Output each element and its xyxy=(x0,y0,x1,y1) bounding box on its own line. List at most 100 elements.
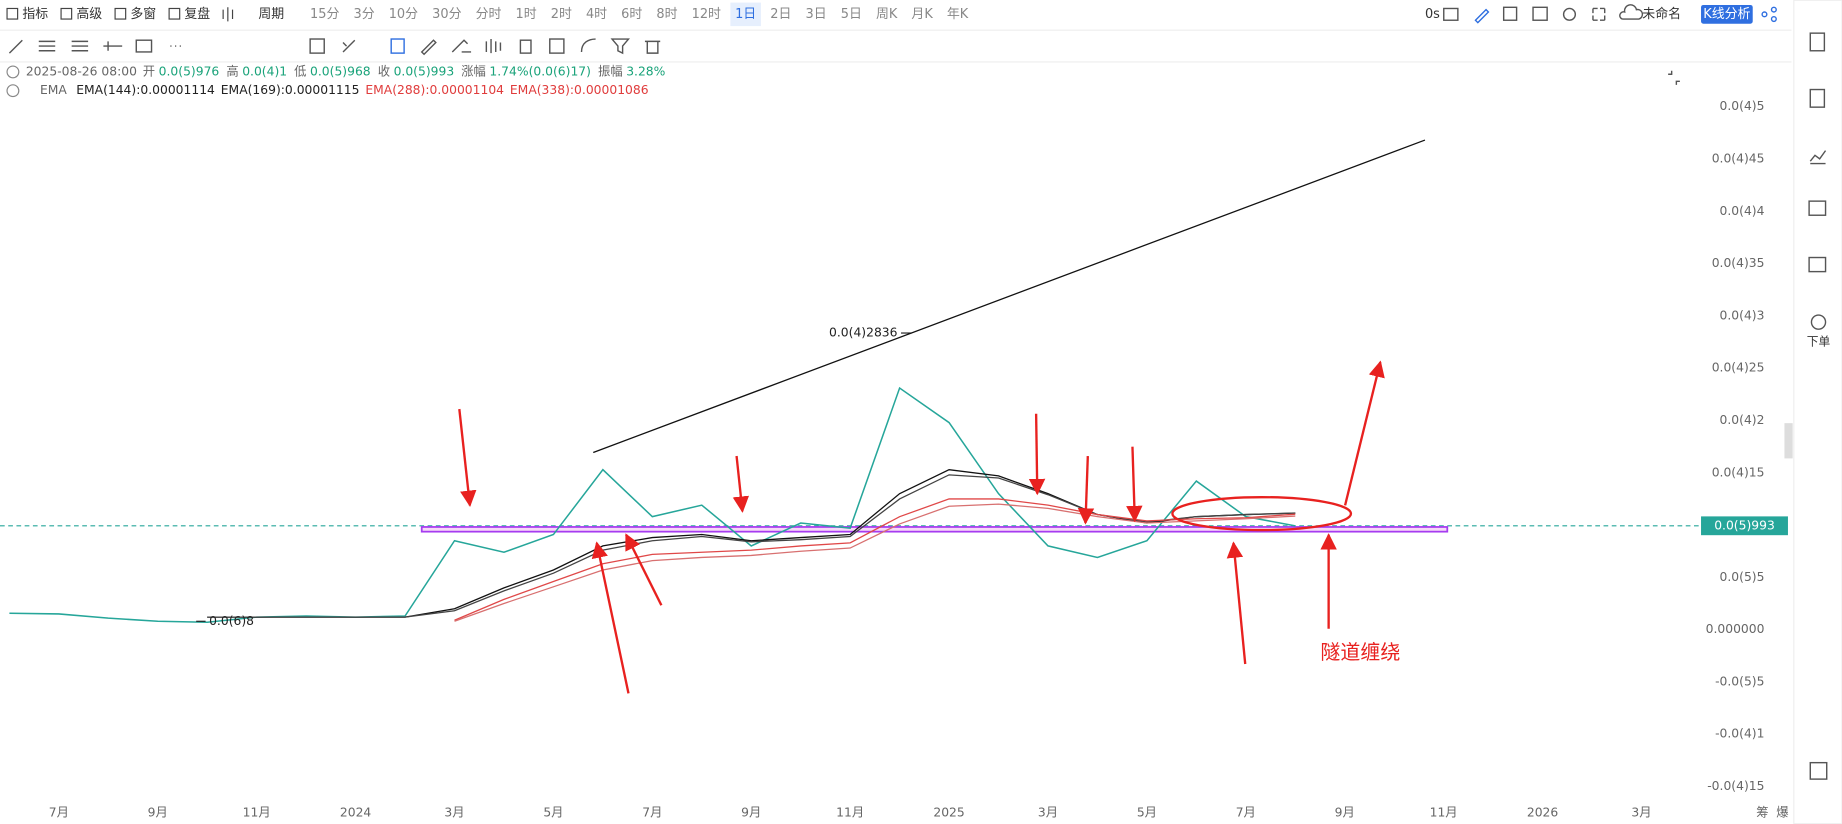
indicator-value: EMA(288):0.00001104 xyxy=(365,83,504,97)
x-tick-label: 3月 xyxy=(444,806,464,820)
interval[interactable]: 10分 xyxy=(389,7,418,22)
sidebar-icon[interactable] xyxy=(1809,150,1827,165)
red-arrow xyxy=(1028,413,1046,496)
x-tick-label: 7月 xyxy=(49,806,69,820)
tool-icon[interactable] xyxy=(342,39,356,53)
menu-item[interactable]: 指标 xyxy=(22,7,48,22)
tool-channel[interactable] xyxy=(38,40,56,52)
price-line xyxy=(9,386,1296,624)
menu-item[interactable]: 高级 xyxy=(76,6,102,22)
tool-icon[interactable] xyxy=(420,39,437,56)
interval[interactable]: 1时 xyxy=(516,7,537,22)
tool-rect[interactable] xyxy=(135,39,153,53)
sidebar-icon[interactable] xyxy=(1808,256,1827,273)
y-tick-label: 0.0(5)5 xyxy=(1720,570,1765,584)
tool-icon[interactable] xyxy=(644,40,661,54)
y-tick-label: 0.0(4)25 xyxy=(1712,361,1765,375)
collapse-icon[interactable] xyxy=(6,84,20,98)
x-tick-label: 2026 xyxy=(1527,806,1559,820)
tool-icon[interactable] xyxy=(390,38,405,54)
interval[interactable]: 年K xyxy=(947,7,969,22)
tool-icon[interactable] xyxy=(610,38,630,55)
interval[interactable]: 15分 xyxy=(310,7,339,22)
interval[interactable]: 3分 xyxy=(353,7,374,22)
menu-icon[interactable] xyxy=(60,7,73,20)
annotation: 隧道缠绕 xyxy=(1320,640,1400,664)
red-arrow xyxy=(458,408,477,508)
high-label: 0.0(4)2836 xyxy=(829,326,898,340)
info-value: 0.0(5)976 xyxy=(159,64,220,78)
ema-line xyxy=(454,498,1296,621)
indicator-value: EMA(169):0.00001115 xyxy=(221,83,360,97)
sidebar-icon[interactable] xyxy=(1809,32,1826,52)
interval[interactable]: 12时 xyxy=(692,7,721,22)
collapse-icon[interactable] xyxy=(6,65,20,79)
menu-item[interactable]: 多窗 xyxy=(130,6,156,22)
info-value: 0.0(4)1 xyxy=(242,64,287,78)
layout-name[interactable]: 未命名 xyxy=(1642,6,1681,22)
interval[interactable]: 2日 xyxy=(770,7,791,22)
menu-icon[interactable] xyxy=(168,7,181,20)
interval[interactable]: 3日 xyxy=(806,7,827,22)
y-tick-label: 0.0(4)3 xyxy=(1720,308,1765,322)
tool-icon[interactable] xyxy=(309,38,325,54)
sidebar-handle[interactable] xyxy=(1784,423,1793,459)
tool-icon[interactable] xyxy=(451,39,472,53)
menu-item[interactable]: 复盘 xyxy=(184,6,210,22)
sidebar-icon[interactable] xyxy=(1809,88,1826,108)
info-label: 开 xyxy=(143,64,155,78)
info-toggles xyxy=(6,65,20,98)
interval[interactable]: 8时 xyxy=(656,7,677,22)
interval[interactable]: 1日 xyxy=(735,7,756,22)
sidebar-icon[interactable] xyxy=(1808,200,1827,216)
tool-line[interactable] xyxy=(8,39,23,54)
menu-icon[interactable] xyxy=(6,7,19,20)
pen-icon[interactable] xyxy=(1474,8,1490,24)
icon[interactable] xyxy=(1502,6,1518,21)
interval[interactable]: 分时 xyxy=(476,7,502,22)
interval[interactable]: 6时 xyxy=(621,7,642,22)
layout-icon[interactable] xyxy=(1809,761,1828,780)
red-arrow xyxy=(1077,456,1095,525)
y-tick-label: 0.0(4)45 xyxy=(1712,151,1765,165)
interval[interactable]: 周K xyxy=(876,7,898,22)
interval[interactable]: 4时 xyxy=(586,7,607,22)
order-label[interactable]: 下单 xyxy=(1807,335,1831,349)
chart-type-icon[interactable] xyxy=(222,7,234,22)
tool-icon[interactable] xyxy=(580,38,596,52)
interval[interactable]: 2时 xyxy=(551,7,572,22)
x-tick-label: 2024 xyxy=(340,806,372,820)
info-value: 0.0(5)993 xyxy=(394,64,455,78)
analysis-label[interactable]: K线分析 xyxy=(1703,7,1750,22)
info-label: 高 xyxy=(226,63,238,78)
x-tick-label: 9月 xyxy=(148,806,168,820)
camera-icon[interactable] xyxy=(1443,7,1459,21)
tool-icon[interactable] xyxy=(519,39,532,54)
interval[interactable]: 30分 xyxy=(432,7,461,22)
tool-icon[interactable] xyxy=(549,38,565,54)
menu-item[interactable]: 周期 xyxy=(258,7,284,22)
y-tick-label: 0.0(4)2 xyxy=(1720,413,1765,427)
info-value: 0.0(5)968 xyxy=(310,64,371,78)
tool-hline[interactable] xyxy=(103,41,123,51)
tool-fib[interactable] xyxy=(71,40,89,52)
bottom-button[interactable]: 爆 xyxy=(1776,806,1789,820)
cloud-icon[interactable] xyxy=(1619,4,1644,20)
tool-icon[interactable] xyxy=(485,39,502,54)
settings-icon[interactable] xyxy=(1562,7,1577,21)
icon[interactable] xyxy=(1532,6,1548,21)
expand-icon[interactable] xyxy=(1668,70,1680,85)
y-tick-label: 0.0(4)4 xyxy=(1720,204,1765,218)
indicator-value: EMA(144):0.00001114 xyxy=(76,83,215,97)
interval[interactable]: 5日 xyxy=(841,7,862,22)
menu-icon[interactable] xyxy=(114,7,127,20)
x-tick-label: 9月 xyxy=(741,806,761,820)
low-label: 0.0(6)8 xyxy=(209,614,254,628)
analysis-button[interactable] xyxy=(1701,4,1753,24)
order-icon[interactable] xyxy=(1810,314,1827,330)
red-arrow xyxy=(1126,446,1143,523)
bottom-button[interactable]: 筹 xyxy=(1756,805,1768,820)
y-tick-label: 0.0(4)5 xyxy=(1720,99,1765,113)
fullscreen-icon[interactable] xyxy=(1592,7,1606,21)
interval[interactable]: 月K xyxy=(911,7,933,22)
